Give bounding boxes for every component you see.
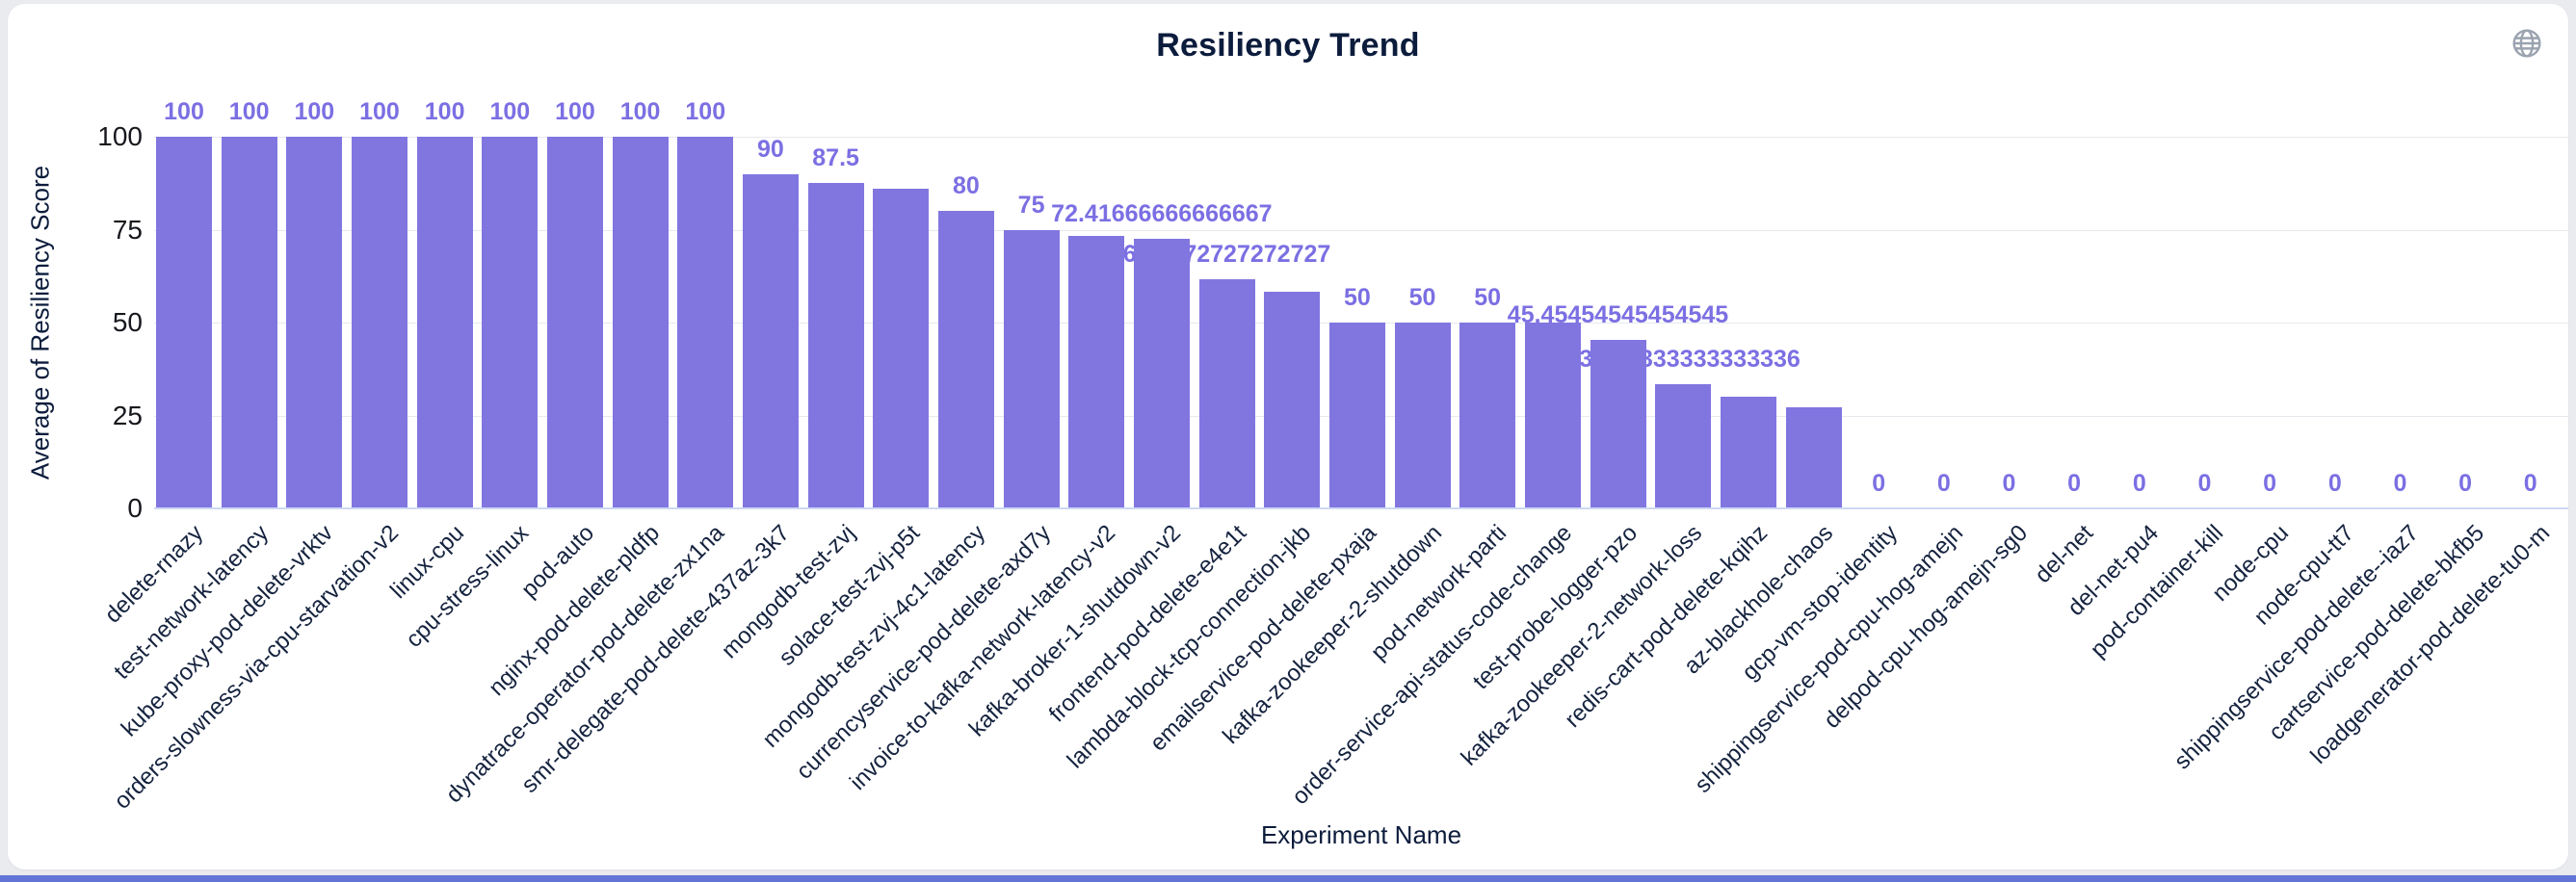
y-tick-label: 100 [97,121,143,151]
bar-cpu-stress-linux[interactable] [482,137,539,508]
bar-value-label: 100 [489,98,531,125]
x-axis-category-label: kafka-zookeeper-2-network-loss [1456,520,1708,771]
bar-delete-rnazy[interactable] [156,137,212,508]
bar-test-probe-logger-pzo[interactable] [1590,339,1646,508]
gridline-y-100 [154,137,2568,138]
x-axis-title: Experiment Name [1260,820,1462,849]
bar-value-label: 100 [619,98,661,125]
bar-emailservice-pod-delete-pxaja[interactable] [1328,323,1385,508]
bar-solace-test-zvj-p5t[interactable] [873,189,930,508]
bar-value-label: 0 [2458,470,2473,497]
bar-currencyservice-pod-delete-axd7y[interactable] [1003,229,1060,508]
bar-kube-proxy-pod-delete-vrktv[interactable] [286,137,343,508]
bar-value-label: 0 [2523,470,2537,497]
bar-test-network-latency[interactable] [221,137,277,508]
chart-title: Resiliency Trend [1156,27,1420,64]
bar-value-label: 0 [2263,470,2277,497]
bar-value-label: 50 [1408,284,1436,311]
x-axis-category-label: loadgenerator-pod-delete-tu0-m [2305,520,2555,769]
bar-dynatrace-operator-pod-delete-zx1na[interactable] [677,137,734,508]
bar-value-label: 0 [1936,470,1951,497]
x-axis-line [154,507,2568,509]
bar-value-label: 0 [2132,470,2146,497]
bar-az-blackhole-chaos[interactable] [1785,406,1842,508]
bar-value-label: 90 [757,135,784,163]
bar-value-label: 100 [294,98,335,125]
bar-nginx-pod-delete-pldfp[interactable] [612,137,669,508]
bar-value-label: 50 [1343,284,1371,311]
bar-value-label: 87.5 [812,144,859,172]
gridline-y-75 [154,229,2568,231]
bar-kafka-zookeeper-2-shutdown[interactable] [1394,323,1451,508]
chart-card: Resiliency Trend Average of Resiliency S… [8,4,2568,869]
bar-value-label: 100 [555,98,595,125]
y-tick-label: 0 [127,493,143,523]
bar-mongodb-test-zvj[interactable] [807,183,864,508]
bar-value-label: 100 [424,98,465,125]
bar-value-label: 75 [1017,191,1045,219]
bar-value-label: 72.41666666666667 [1051,200,1273,228]
bar-frontend-pod-delete-e4e1t[interactable] [1198,278,1255,508]
y-tick-label: 50 [112,307,143,337]
bar-orders-slowness-via-cpu-starvation-v2[interactable] [351,137,407,508]
bar-chart-plot-area: Average of Resiliency Score Experiment N… [8,4,2568,869]
bar-value-label: 0 [2327,470,2342,497]
bar-lambda-block-tcp-connection-jkb[interactable] [1264,291,1321,508]
bar-order-service-api-status-code-change[interactable] [1524,323,1581,508]
bar-value-label: 0 [2393,470,2407,497]
globe-icon[interactable] [2510,27,2543,60]
bar-value-label: 80 [953,172,980,200]
bar-invoice-to-kafka-network-latency-v2[interactable] [1068,236,1125,508]
bar-value-label: 100 [685,98,726,125]
bar-value-label: 0 [1872,470,1886,497]
bar-value-label: 0 [2067,470,2082,497]
bottom-page-strip [0,875,2576,882]
bar-kafka-zookeeper-2-network-loss[interactable] [1655,384,1712,508]
bar-pod-auto[interactable] [546,137,603,508]
bar-pod-network-parti[interactable] [1459,323,1516,508]
bar-value-label: 100 [228,98,270,125]
bar-value-label: 100 [359,98,400,125]
bar-mongodb-test-zvj-4c1-latency[interactable] [937,211,994,508]
bar-redis-cart-pod-delete-kqihz[interactable] [1720,397,1776,508]
bar-value-label: 50 [1474,284,1502,311]
bar-linux-cpu[interactable] [416,137,473,508]
y-tick-label: 25 [112,400,143,430]
bar-value-label: 0 [2002,470,2016,497]
bar-kafka-broker-1-shutdown-v2[interactable] [1133,239,1190,508]
bar-smr-delegate-pod-delete-437az-3k7[interactable] [742,173,799,508]
y-tick-label: 75 [112,214,143,245]
bar-value-label: 100 [164,98,204,125]
bar-value-label: 0 [2197,470,2212,497]
